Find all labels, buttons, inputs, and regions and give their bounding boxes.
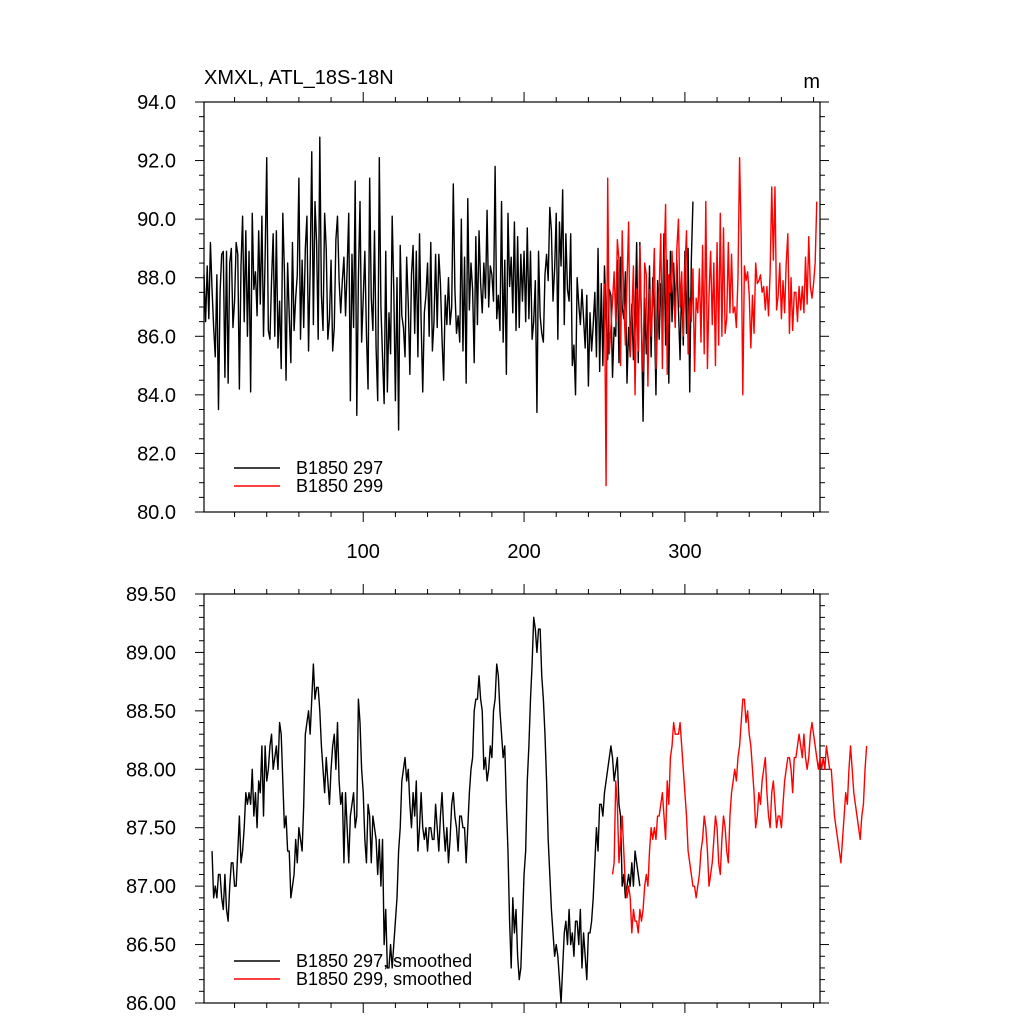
y-tick-label: 87.00 [126, 876, 176, 898]
y-tick-label: 88.50 [126, 701, 176, 723]
y-tick-label: 86.0 [137, 326, 176, 348]
y-tick-label: 87.50 [126, 818, 176, 840]
legend-label-1: B1850 297, smoothed [296, 951, 472, 971]
y-tick-label: 90.0 [137, 209, 176, 231]
y-tick-label: 82.0 [137, 443, 176, 465]
units-label: m [803, 71, 820, 93]
x-tick-label: 300 [668, 541, 701, 563]
legend-label-1: B1850 297 [296, 458, 383, 478]
series-line-2 [611, 698, 868, 934]
legend-label-2: B1850 299, smoothed [296, 969, 472, 989]
series-line-2 [603, 156, 818, 487]
plot-frame [203, 593, 821, 1004]
y-tick-label: 80.0 [137, 502, 176, 524]
x-tick-label: 200 [507, 541, 540, 563]
top-panel: 80.0 82.0 84.0 86.0 88.0 90.0 92.0 94.0 100 200 30… [137, 67, 829, 563]
y-tick-label: 84.0 [137, 385, 176, 407]
y-tick-label: 88.00 [126, 759, 176, 781]
y-tick-label: 86.50 [126, 935, 176, 957]
legend-label-2: B1850 299 [296, 476, 383, 496]
y-tick-label: 94.0 [137, 92, 176, 114]
bottom-panel: 86.00 86.50 87.00 87.50 88.00 88.50 89.00 89.50… [126, 584, 868, 1015]
series-line-1 [211, 616, 641, 1004]
x-tick-label: 100 [347, 541, 380, 563]
y-tick-label: 92.0 [137, 151, 176, 173]
y-tick-label: 86.00 [126, 993, 176, 1015]
y-tick-label: 88.0 [137, 268, 176, 290]
y-tick-label: 89.00 [126, 642, 176, 664]
chart-title: XMXL, ATL_18S-18N [204, 67, 394, 89]
y-tick-label: 89.50 [126, 584, 176, 606]
